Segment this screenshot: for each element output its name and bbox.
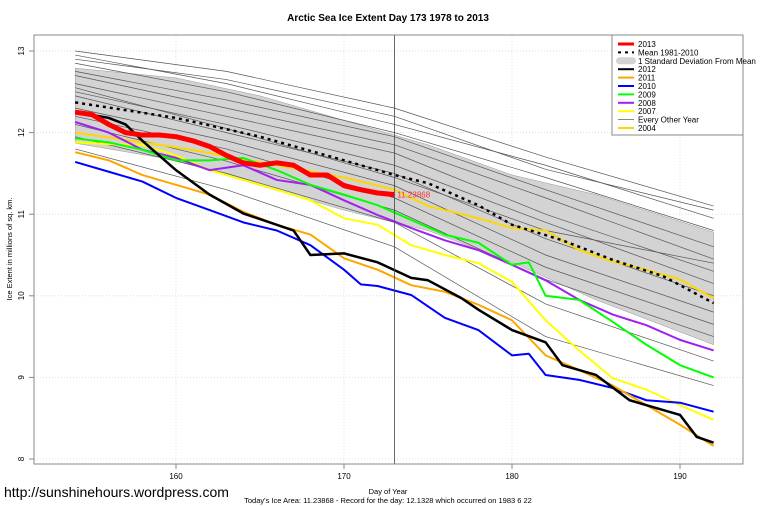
legend-label: 2007 [638, 107, 656, 116]
current-value-annotation: 11.23868 [397, 191, 430, 200]
x-tick-label: 170 [337, 472, 351, 481]
series-line-2013 [74, 109, 395, 198]
y-tick-label: 10 [17, 291, 26, 300]
legend-swatch [616, 57, 636, 65]
site-watermark: http://sunshinehours.wordpress.com [4, 484, 229, 500]
series-line-2009 [75, 137, 714, 379]
legend-label: 2013 [638, 40, 656, 49]
footer-note: Today's Ice Area: 11.23868 - Record for … [244, 496, 532, 505]
series-line-2012 [74, 110, 715, 444]
y-tick-label: 8 [17, 456, 26, 461]
legend-label: Mean 1981-2010 [638, 48, 699, 57]
x-tick-label: 160 [169, 472, 183, 481]
x-tick-label: 180 [505, 472, 519, 481]
legend-label: 2008 [638, 99, 656, 108]
x-tick-label: 190 [673, 472, 687, 481]
y-tick-label: 12 [17, 128, 26, 137]
x-axis-label: Day of Year [369, 487, 408, 496]
legend-label: 1 Standard Deviation From Mean [638, 57, 756, 66]
legend-label: 2009 [638, 90, 656, 99]
legend-label: Every Other Year [638, 116, 699, 125]
legend-label: 2010 [638, 82, 656, 91]
y-tick-label: 13 [17, 46, 26, 55]
axis-ticks: 8 9 10 11 12 13 160 170 180 190 [17, 46, 687, 481]
y-tick-label: 11 [17, 210, 26, 219]
legend-label: 2011 [638, 74, 656, 83]
y-tick-label: 9 [17, 375, 26, 380]
y-axis-label: Ice Extent in millions of sq. km. [5, 198, 14, 301]
legend-label: 2012 [638, 65, 656, 74]
legend-label: 2004 [638, 124, 656, 133]
plot-frame [33, 34, 744, 465]
chart-title: Arctic Sea Ice Extent Day 173 1978 to 20… [287, 13, 489, 24]
